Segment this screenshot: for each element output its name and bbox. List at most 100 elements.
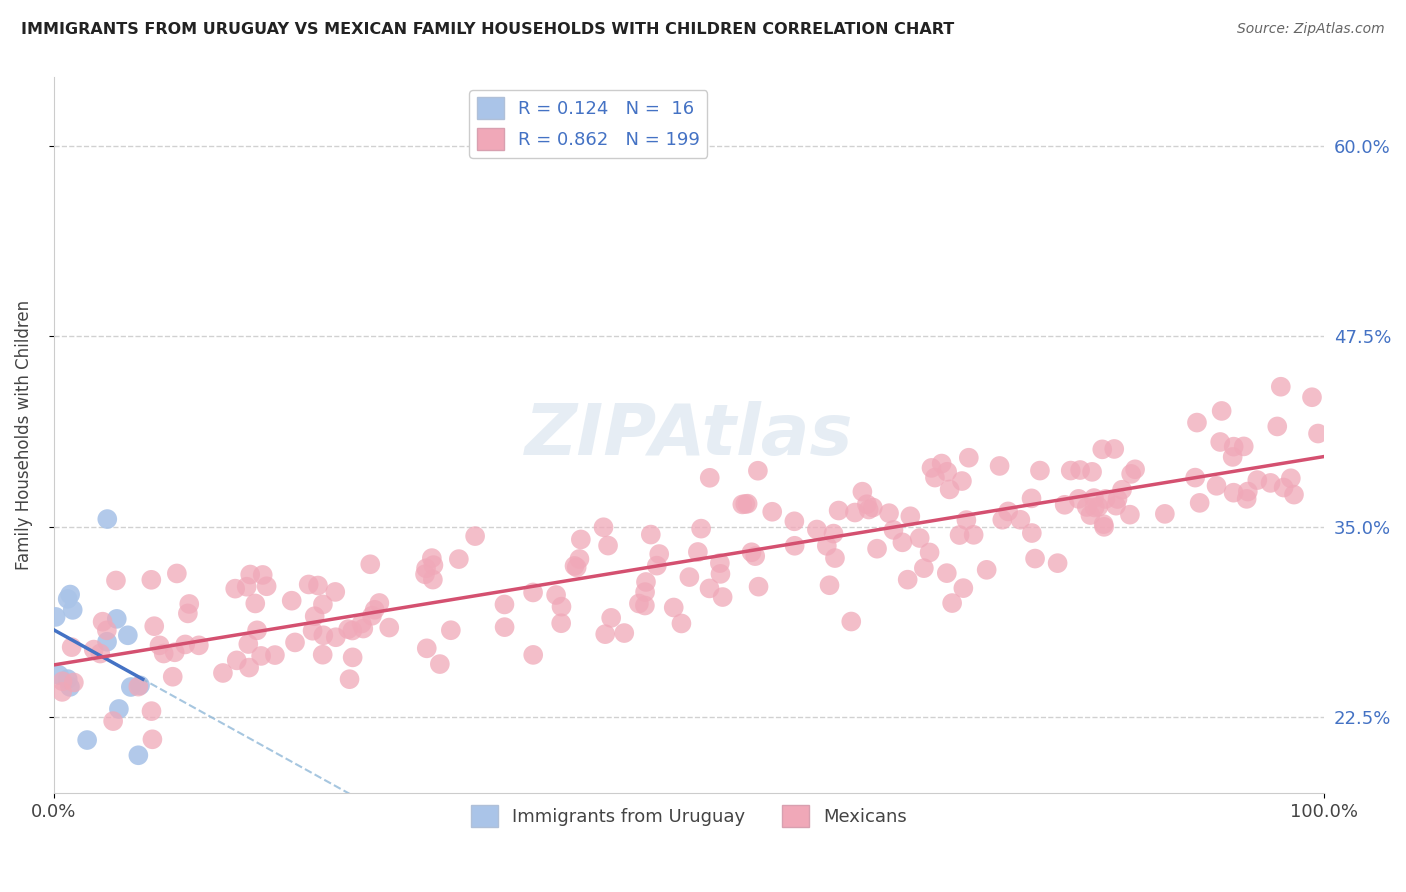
Point bbox=[898, 509, 921, 524]
Point bbox=[301, 624, 323, 638]
Point bbox=[783, 539, 806, 553]
Point bbox=[1209, 434, 1232, 449]
Point bbox=[1153, 507, 1175, 521]
Point bbox=[494, 620, 516, 634]
Point bbox=[1010, 513, 1032, 527]
Point bbox=[246, 624, 269, 638]
Point bbox=[921, 461, 943, 475]
Point bbox=[744, 549, 766, 563]
Point bbox=[1282, 487, 1305, 501]
Point bbox=[284, 635, 307, 649]
Point bbox=[187, 638, 209, 652]
Point bbox=[955, 513, 977, 527]
Point bbox=[1067, 491, 1090, 506]
Point bbox=[1205, 479, 1227, 493]
Point bbox=[51, 674, 73, 689]
Point bbox=[634, 574, 657, 589]
Point bbox=[422, 573, 444, 587]
Point bbox=[342, 624, 364, 638]
Point bbox=[59, 588, 82, 602]
Point bbox=[709, 566, 731, 581]
Point bbox=[1246, 473, 1268, 487]
Point bbox=[361, 608, 384, 623]
Point bbox=[63, 675, 86, 690]
Point bbox=[148, 638, 170, 652]
Point bbox=[307, 578, 329, 592]
Point bbox=[731, 497, 754, 511]
Point bbox=[312, 598, 335, 612]
Point bbox=[550, 599, 572, 614]
Point bbox=[416, 641, 439, 656]
Point bbox=[1084, 500, 1107, 515]
Point bbox=[1119, 508, 1142, 522]
Point bbox=[56, 591, 79, 606]
Point bbox=[1111, 483, 1133, 497]
Point bbox=[422, 558, 444, 573]
Point bbox=[1265, 419, 1288, 434]
Point bbox=[280, 593, 302, 607]
Point bbox=[1222, 440, 1244, 454]
Point bbox=[686, 545, 709, 559]
Point bbox=[1094, 491, 1116, 506]
Point bbox=[440, 624, 463, 638]
Point bbox=[546, 588, 568, 602]
Point bbox=[962, 528, 984, 542]
Point bbox=[862, 500, 884, 515]
Point bbox=[741, 545, 763, 559]
Point bbox=[1222, 450, 1244, 464]
Point bbox=[596, 539, 619, 553]
Point bbox=[368, 596, 391, 610]
Point bbox=[866, 541, 889, 556]
Point bbox=[304, 609, 326, 624]
Point bbox=[91, 615, 114, 629]
Point bbox=[748, 580, 770, 594]
Point bbox=[690, 522, 713, 536]
Point bbox=[1091, 442, 1114, 457]
Point bbox=[699, 582, 721, 596]
Point bbox=[976, 563, 998, 577]
Point bbox=[912, 561, 935, 575]
Point bbox=[1233, 439, 1256, 453]
Point bbox=[129, 678, 152, 692]
Point bbox=[613, 626, 636, 640]
Point bbox=[1092, 517, 1115, 532]
Point bbox=[96, 512, 118, 526]
Point bbox=[1076, 500, 1098, 514]
Point bbox=[108, 702, 131, 716]
Point bbox=[1080, 508, 1102, 522]
Point bbox=[212, 665, 235, 680]
Point bbox=[96, 624, 118, 638]
Point bbox=[747, 464, 769, 478]
Point bbox=[592, 520, 614, 534]
Point bbox=[988, 458, 1011, 473]
Point bbox=[882, 523, 904, 537]
Point bbox=[1083, 491, 1105, 505]
Point bbox=[1069, 463, 1091, 477]
Point bbox=[1029, 464, 1052, 478]
Point bbox=[941, 596, 963, 610]
Point bbox=[350, 616, 373, 631]
Point bbox=[908, 531, 931, 545]
Point bbox=[806, 523, 828, 537]
Text: ZIPAtlas: ZIPAtlas bbox=[524, 401, 853, 470]
Point bbox=[564, 558, 586, 573]
Point bbox=[250, 648, 273, 663]
Text: Source: ZipAtlas.com: Source: ZipAtlas.com bbox=[1237, 22, 1385, 37]
Point bbox=[711, 590, 734, 604]
Text: IMMIGRANTS FROM URUGUAY VS MEXICAN FAMILY HOUSEHOLDS WITH CHILDREN CORRELATION C: IMMIGRANTS FROM URUGUAY VS MEXICAN FAMIL… bbox=[21, 22, 955, 37]
Point bbox=[1087, 500, 1109, 514]
Point bbox=[105, 612, 128, 626]
Point bbox=[844, 506, 866, 520]
Point bbox=[1123, 462, 1146, 476]
Point bbox=[45, 610, 67, 624]
Point bbox=[339, 672, 361, 686]
Point bbox=[950, 474, 973, 488]
Point bbox=[239, 567, 262, 582]
Point bbox=[89, 647, 111, 661]
Point bbox=[1188, 496, 1211, 510]
Point bbox=[1102, 442, 1125, 456]
Point bbox=[938, 483, 960, 497]
Point bbox=[856, 497, 879, 511]
Point bbox=[815, 539, 838, 553]
Point bbox=[224, 582, 246, 596]
